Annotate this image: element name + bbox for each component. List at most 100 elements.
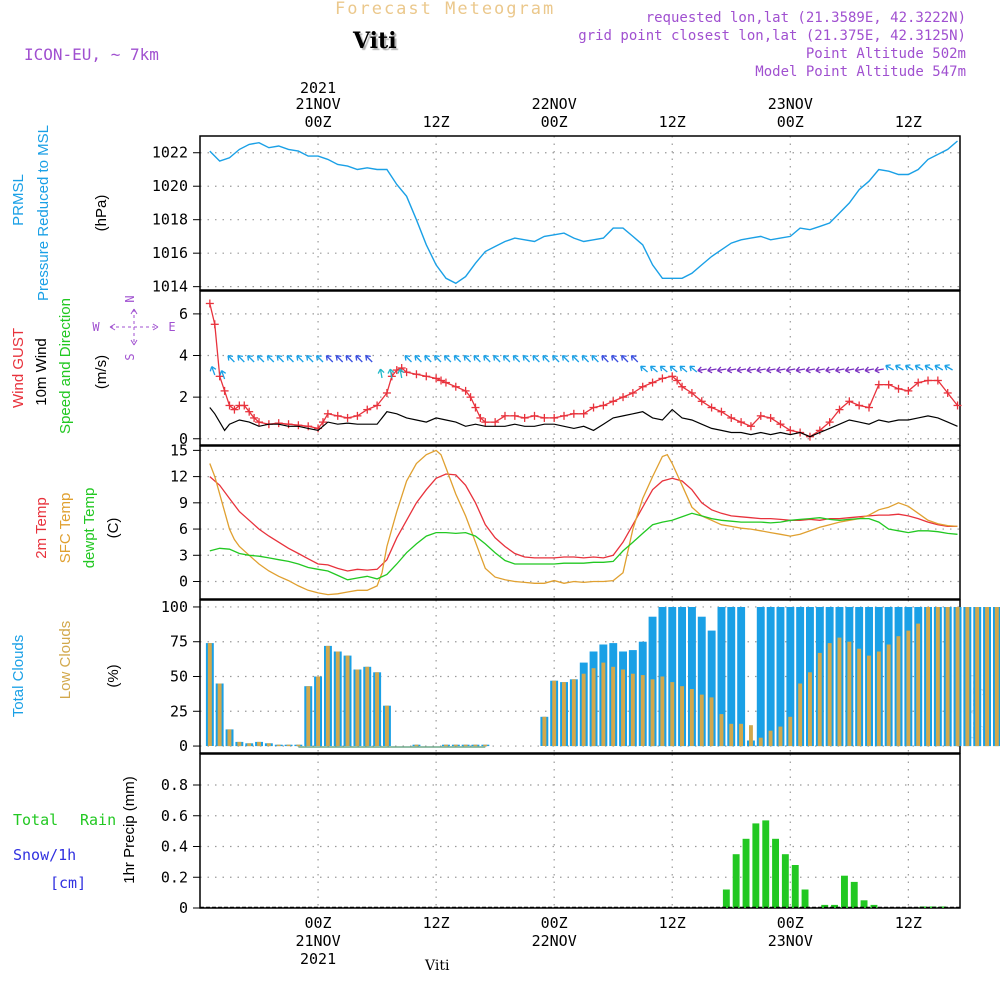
arrow-shaft [776,368,786,372]
wind-direction-arrow [414,354,422,363]
gust-point [284,420,293,429]
arrow-shaft [621,355,629,363]
panel-frame [199,135,961,291]
arrow-shaft [611,355,619,363]
arrow-head [611,354,617,361]
arrow-head [895,364,901,371]
arrow-shaft [237,355,245,363]
rain-bar [870,904,878,908]
wind-direction-arrow [815,366,825,374]
gust-point [481,418,490,427]
arrow-head [256,354,263,361]
wind-direction-arrow [669,365,678,373]
compass-s: S [123,353,137,360]
wind-10m-label: 10m Wind [33,338,50,406]
gust-point [569,409,578,418]
arrow-shaft [825,368,835,372]
low-cloud-bar [325,645,330,746]
gust-point [520,413,529,422]
gust-point [953,401,962,410]
pressure-label-desc: Pressure Reduced to MSL [35,125,52,301]
rain-bar [781,854,789,908]
rain-bar [801,889,809,908]
wind-direction-arrow [443,354,452,363]
total-cloud-bar [668,607,677,747]
gust-point [353,411,362,420]
gust-point [412,370,421,379]
wind-direction-arrow [365,354,373,363]
arrow-head [716,366,723,374]
gust-point [678,382,687,391]
arrow-shaft [512,355,521,363]
y-tick-label: 25 [170,702,188,720]
gust-point [766,413,775,422]
compass-n: N [123,295,137,302]
low-cloud-bar [709,697,714,747]
footer-station: Viti [425,958,450,974]
wind-direction-arrow [335,354,344,363]
wind-direction-arrow [397,368,405,379]
arrow-shaft [483,355,491,363]
low-cloud-bar [640,675,645,746]
temp-unit-label: (C) [105,518,122,539]
wind-direction-arrow [885,364,894,371]
arrow-head [387,368,395,374]
arrow-head [815,366,821,374]
wind-direction-arrow [542,354,550,363]
arrow-shaft [444,355,452,363]
arrow-head [345,354,352,361]
low-cloud-bar [788,716,793,746]
arrow-shaft [552,355,560,363]
top-year-label: 2021 [300,79,336,97]
y-tick-label: 75 [170,633,188,651]
low-cloud-bar [385,705,389,746]
bottom-hour-label: 12Z [423,914,450,932]
gust-point [437,376,446,385]
arrow-shaft [463,355,472,363]
bottom-date-label: 22NOV [532,932,577,950]
arrow-shaft [845,368,855,372]
gust-point [540,413,549,422]
gust-point [894,384,903,393]
low-cloud-bar [276,744,281,747]
arrow-head [934,364,941,371]
gust-point [382,388,391,397]
compass-e: E [168,320,175,334]
arrow-head [707,366,713,374]
wind-direction-arrow [934,364,944,371]
arrow-head [864,366,870,374]
low-cloud-bar [847,641,852,746]
arrow-head [649,365,656,372]
pressure-line [209,140,958,285]
low-cloud-bar [542,716,547,746]
low-cloud-bar [444,744,448,747]
wind-direction-arrow [766,366,776,374]
arrow-head [679,365,686,372]
point-altitude: Point Altitude 502m [805,46,966,62]
arrow-shaft [306,355,314,363]
wind-direction-arrow [914,364,924,371]
wind-direction-arrow [219,369,227,380]
rain-bar [762,820,770,908]
wind-direction-arrow [785,366,796,374]
gust-point [441,378,450,387]
low-cloud-bar [286,744,291,747]
y-tick-label: 3 [179,546,188,564]
arrow-head [944,364,950,371]
arrow-shaft [365,355,373,363]
low-cloud-bar [916,623,921,746]
low-cloud-bar [945,607,950,747]
wind-direction-arrow [716,366,727,374]
low-cloud-bar [857,648,862,747]
arrow-head [601,354,607,361]
arrow-shaft [227,355,235,363]
low-cloud-bar [473,744,478,747]
low-cloud-bar [896,636,901,747]
arrow-shaft [905,364,914,371]
arrow-head [591,354,598,361]
arrow-head [885,364,891,371]
top-hour-label: 12Z [895,113,922,131]
arrow-shaft [335,355,344,363]
gust-point [579,409,588,418]
arrow-head [552,354,558,361]
